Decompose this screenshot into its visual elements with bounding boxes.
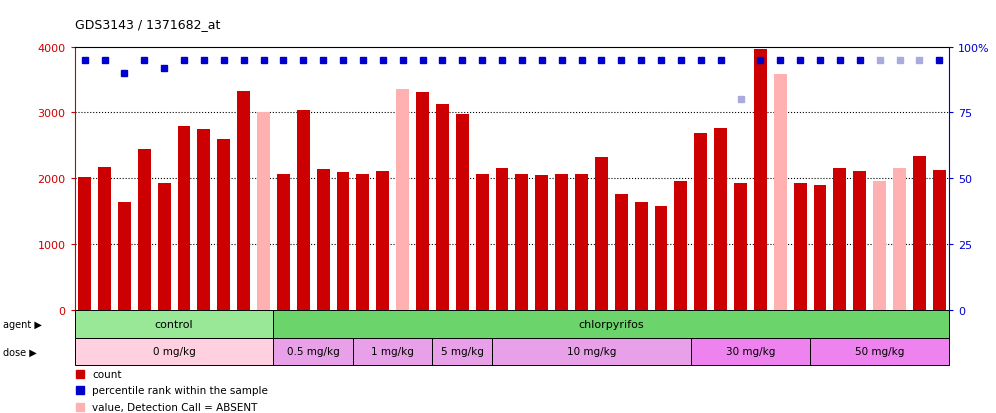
Bar [694,134,707,310]
Bar [177,126,190,310]
Bar [794,183,807,310]
Text: 0 mg/kg: 0 mg/kg [152,347,195,356]
Bar [217,139,230,310]
Bar [257,112,270,310]
Bar [854,171,867,310]
Bar [277,175,290,310]
Bar [814,185,827,310]
Text: GDS3143 / 1371682_at: GDS3143 / 1371682_at [75,18,220,31]
Bar [873,181,886,310]
Bar [476,175,489,310]
Bar [456,114,469,310]
Text: 10 mg/kg: 10 mg/kg [567,347,617,356]
Bar [337,172,350,310]
Bar [297,111,310,310]
Bar [376,171,389,310]
Text: count: count [93,369,122,379]
Text: 5 mg/kg: 5 mg/kg [441,347,484,356]
Bar [810,338,949,366]
Text: dose ▶: dose ▶ [3,347,37,356]
Bar [492,338,691,366]
Bar [575,175,588,310]
Bar [118,202,130,310]
Bar [595,158,608,310]
Bar [416,93,429,310]
Bar [75,310,274,338]
Text: percentile rank within the sample: percentile rank within the sample [93,385,268,396]
Bar [754,50,767,310]
Bar [317,170,330,310]
Bar [893,169,906,310]
Bar [353,338,432,366]
Bar [615,195,627,310]
Bar [137,149,150,310]
Bar [913,157,926,310]
Bar [496,169,509,310]
Text: value, Detection Call = ABSENT: value, Detection Call = ABSENT [93,402,258,412]
Text: control: control [154,319,193,329]
Bar [654,207,667,310]
Text: 30 mg/kg: 30 mg/kg [726,347,775,356]
Text: 50 mg/kg: 50 mg/kg [855,347,904,356]
Bar [436,105,449,310]
Bar [774,75,787,310]
Text: chlorpyrifos: chlorpyrifos [579,319,644,329]
Bar [674,182,687,310]
Bar [357,175,370,310]
Bar [933,170,946,310]
Bar [714,129,727,310]
Text: agent ▶: agent ▶ [3,319,42,329]
Bar [432,338,492,366]
Bar [237,92,250,310]
Bar [515,175,528,310]
Bar [834,169,847,310]
Bar [157,184,170,310]
Bar [396,90,409,310]
Bar [274,338,353,366]
Bar [274,310,949,338]
Text: 1 mg/kg: 1 mg/kg [372,347,414,356]
Bar [691,338,810,366]
Bar [78,178,91,310]
Bar [197,130,210,310]
Bar [535,176,548,310]
Bar [75,338,274,366]
Bar [98,168,111,310]
Bar [634,202,647,310]
Text: 0.5 mg/kg: 0.5 mg/kg [287,347,340,356]
Bar [555,174,568,310]
Bar [734,184,747,310]
